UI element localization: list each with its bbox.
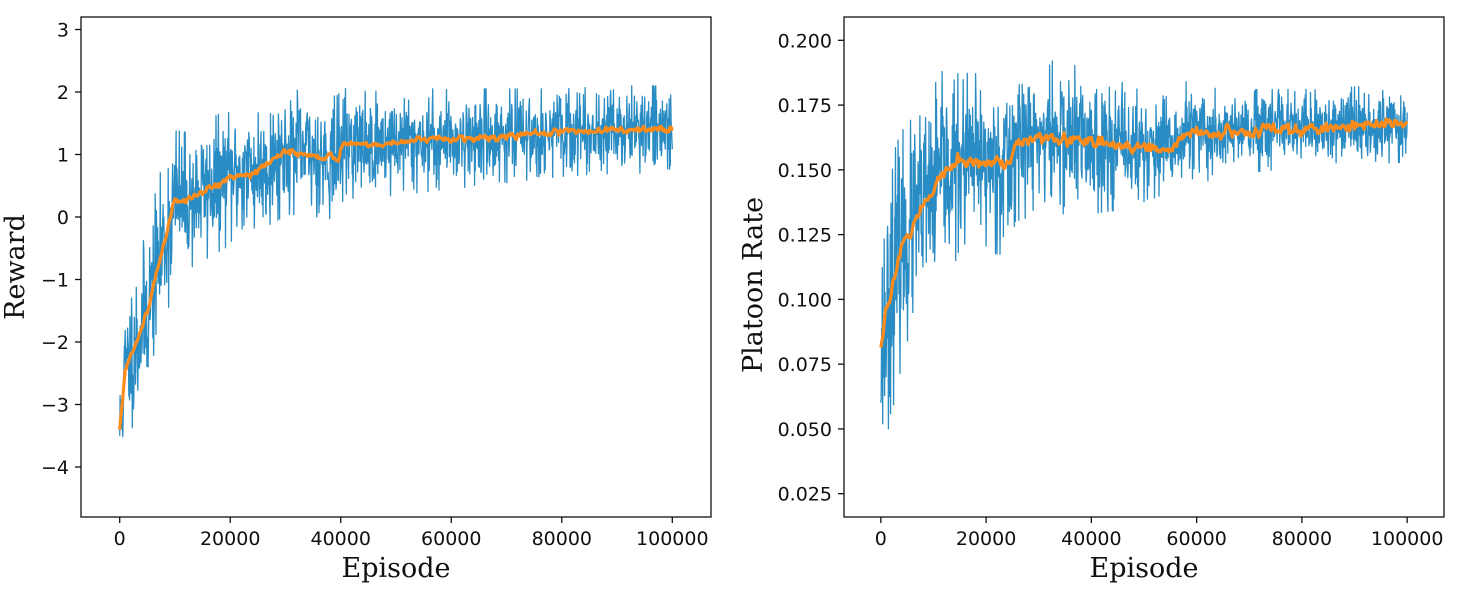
reward-x-tick-label: 20000 bbox=[200, 528, 260, 550]
reward-x-tick-label: 40000 bbox=[311, 528, 371, 550]
reward-panel: 0 20000 40000 60000 80000 100000 −4 −3 −2 −1 0 1 2 3… bbox=[0, 16, 712, 584]
platoon-rate-y-ticks: 0.025 0.050 0.075 0.100 0.125 0.150 0.175 0.200 bbox=[778, 30, 844, 506]
reward-x-tick-label: 100000 bbox=[636, 528, 709, 550]
reward-smoothed-series-line bbox=[118, 124, 674, 430]
reward-y-tick-label: −2 bbox=[41, 332, 69, 354]
reward-series-layer bbox=[118, 85, 674, 438]
platoon-rate-x-tick-label: 100000 bbox=[1371, 528, 1444, 550]
reward-raw-series-line bbox=[119, 85, 673, 438]
reward-y-tick-label: −1 bbox=[41, 270, 69, 292]
platoon-rate-y-label: Platoon Rate bbox=[738, 197, 769, 373]
platoon-rate-x-tick-label: 20000 bbox=[956, 528, 1016, 550]
platoon-rate-y-tick-label: 0.100 bbox=[778, 289, 832, 311]
reward-y-label: Reward bbox=[0, 214, 31, 320]
platoon-rate-smoothed-series-line bbox=[879, 117, 1409, 348]
platoon-rate-y-tick-label: 0.125 bbox=[778, 225, 832, 247]
platoon-rate-panel: 0 20000 40000 60000 80000 100000 0.0250.0500.… bbox=[738, 16, 1445, 584]
reward-x-tick-label: 60000 bbox=[421, 528, 481, 550]
platoon-rate-y-tick-label: 0.025 bbox=[778, 484, 832, 506]
platoon-rate-series-layer bbox=[879, 60, 1409, 430]
platoon-rate-x-ticks: 0 20000 40000 60000 80000 100000 bbox=[875, 517, 1444, 550]
reward-x-ticks: 0 20000 40000 60000 80000 100000 bbox=[114, 517, 709, 550]
reward-x-tick-label: 0 bbox=[114, 528, 126, 550]
reward-y-tick-label: 1 bbox=[57, 145, 69, 167]
reward-y-tick-label: −3 bbox=[41, 395, 69, 417]
reward-y-tick-label: 2 bbox=[57, 82, 69, 104]
platoon-rate-x-tick-label: 60000 bbox=[1166, 528, 1226, 550]
platoon-rate-y-tick-label: 0.200 bbox=[778, 30, 832, 52]
platoon-rate-x-tick-label: 40000 bbox=[1061, 528, 1121, 550]
platoon-rate-y-tick-label: 0.050 bbox=[778, 419, 832, 441]
reward-y-tick-label: 0 bbox=[57, 207, 69, 229]
platoon-rate-x-tick-label: 0 bbox=[875, 528, 887, 550]
platoon-rate-x-tick-label: 80000 bbox=[1272, 528, 1332, 550]
reward-x-label: Episode bbox=[341, 553, 450, 584]
platoon-rate-y-tick-label: 0.150 bbox=[778, 160, 832, 182]
reward-y-ticks: −4 −3 −2 −1 0 1 2 3 bbox=[41, 20, 81, 479]
reward-y-tick-label: 3 bbox=[57, 20, 69, 42]
reward-x-tick-label: 80000 bbox=[532, 528, 592, 550]
reward-y-tick-label: −4 bbox=[41, 457, 69, 479]
platoon-rate-y-tick-label: 0.075 bbox=[778, 354, 832, 376]
platoon-rate-raw-series-line bbox=[880, 60, 1408, 430]
platoon-rate-x-label: Episode bbox=[1089, 553, 1198, 584]
reward-axes-frame bbox=[80, 16, 712, 518]
platoon-rate-axes-frame bbox=[843, 16, 1445, 518]
platoon-rate-y-tick-label: 0.175 bbox=[778, 95, 832, 117]
